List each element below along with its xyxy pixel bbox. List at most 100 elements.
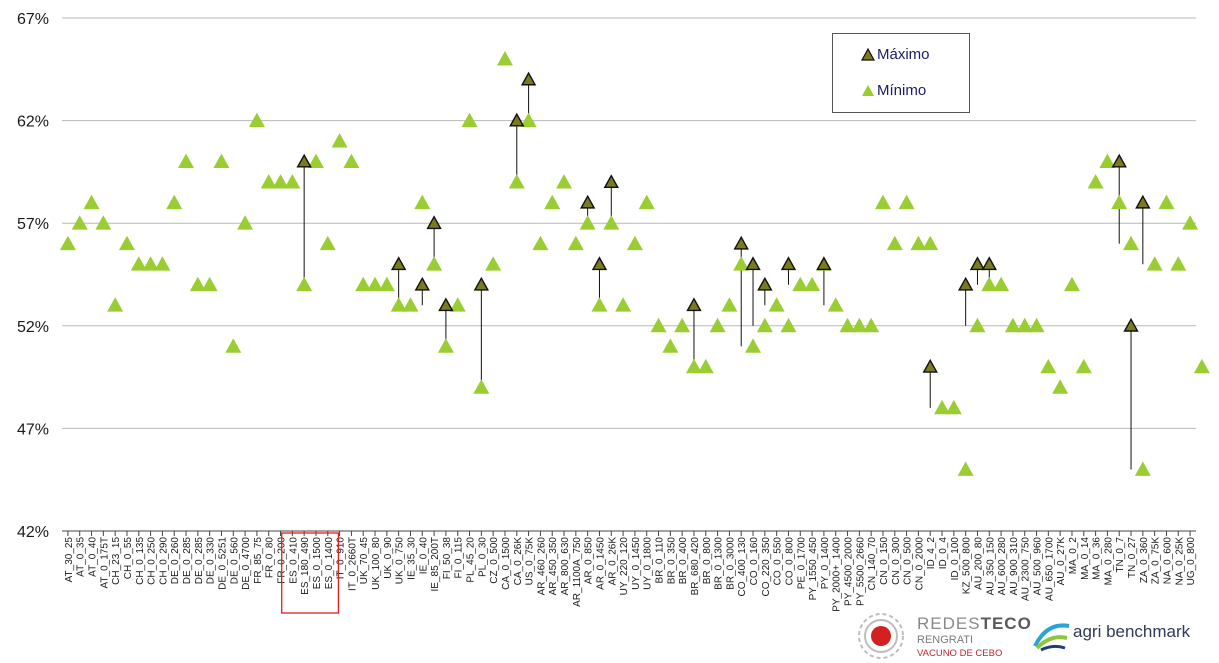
x-tick-label: AU_900_310 [1009, 537, 1020, 596]
x-tick-label: AU_2300_750 [1021, 537, 1032, 601]
marker-minimo [59, 235, 76, 251]
x-tick-label: CN_0_2000 [914, 537, 925, 591]
x-tick-label: AU_500_960 [1033, 537, 1044, 596]
x-tick-label: IE_85_200T [430, 537, 441, 592]
marker-minimo [225, 338, 242, 353]
x-tick-label: ES_0_410 [288, 537, 299, 584]
marker-minimo [461, 112, 478, 127]
x-tick-label: MA_0_36 [1092, 537, 1103, 580]
marker-minimo [319, 235, 336, 251]
x-tick-label: UK_0_90 [383, 537, 394, 579]
x-axis: AT_30_25 AT_0_35 AT_0_40 AT_0_175T CH_23_15 C… [64, 531, 1197, 612]
x-tick-label: AR_800_630 [560, 537, 571, 596]
marker-minimo [910, 235, 927, 251]
marker-maximo [591, 256, 608, 271]
marker-minimo [733, 256, 750, 271]
marker-minimo [934, 399, 951, 415]
x-tick-label: AT_0_175T [99, 537, 110, 589]
x-tick-label: FI_50_38 [442, 537, 453, 580]
x-tick-label: PY_1550_450 [808, 537, 819, 601]
x-tick-label: BR_0_400 [678, 537, 689, 585]
marker-minimo [1134, 461, 1151, 476]
marker-maximo [780, 256, 797, 271]
x-tick-label: DE_0_285 [194, 537, 205, 585]
x-tick-label: AT_30_25 [64, 537, 75, 583]
marker-minimo [449, 297, 466, 312]
marker-minimo [402, 297, 419, 312]
marker-minimo [296, 276, 313, 292]
legend-label-minimo: Mínimo [877, 82, 927, 99]
marker-minimo [756, 317, 773, 333]
marker-maximo [816, 256, 832, 271]
agri-benchmark-wordmark: agri benchmark [1073, 622, 1191, 641]
marker-minimo [662, 338, 679, 353]
marker-minimo [178, 153, 195, 169]
marker-maximo [473, 276, 490, 291]
marker-minimo [863, 317, 880, 333]
series-minimo [59, 51, 1210, 476]
marker-minimo [1099, 153, 1116, 169]
x-tick-label: DE_0_4700 [241, 537, 252, 590]
marker-minimo [1111, 194, 1128, 210]
marker-minimo [248, 112, 265, 127]
marker-minimo [1146, 256, 1163, 271]
marker-maximo [1135, 194, 1151, 209]
marker-minimo [969, 317, 986, 333]
marker-maximo [969, 256, 986, 271]
marker-minimo [674, 317, 691, 333]
redesteco-wordmark: REDESTECO [917, 614, 1032, 633]
x-tick-label: UK_70_45 [359, 537, 370, 585]
x-tick-label: FR_85_75 [253, 537, 264, 584]
x-tick-label: AR_1100A_750 [572, 537, 583, 607]
footer-logos: REDESTECO RENGRATI VACUNO DE CEBO agri b… [855, 610, 1215, 662]
gridlines [62, 17, 1196, 429]
x-tick-label: CO_220_350 [761, 537, 772, 597]
x-tick-label: CH_0_250 [147, 537, 158, 585]
x-tick-label: UY_0_1800 [643, 537, 654, 590]
marker-minimo [780, 317, 797, 333]
x-tick-label: ID_0_100 [950, 537, 961, 581]
x-tick-label: PY_5500_2660 [855, 537, 866, 606]
x-tick-label: CH_23_15 [111, 537, 122, 585]
y-tick-label: 57% [17, 216, 49, 233]
x-tick-label: AU_600_280 [997, 537, 1008, 596]
x-tick-label: UY_0_1450 [631, 537, 642, 590]
marker-minimo [166, 194, 183, 210]
marker-minimo [154, 256, 171, 271]
marker-minimo [260, 174, 277, 189]
marker-minimo [685, 358, 702, 374]
x-tick-label: CN_140_70 [867, 537, 878, 591]
x-tick-label: IT_0_2660T [347, 537, 358, 591]
y-tick-label: 42% [17, 524, 49, 541]
marker-minimo [378, 276, 395, 292]
x-tick-label: BR_0_3000 [725, 537, 736, 590]
marker-maximo [957, 276, 974, 291]
marker-maximo [520, 71, 537, 86]
x-tick-label: AU_200_80 [973, 537, 984, 590]
marker-minimo [1075, 358, 1092, 374]
marker-maximo [922, 358, 938, 373]
x-tick-label: AR_0_26K [607, 537, 618, 586]
marker-maximo [745, 256, 761, 271]
marker-maximo [733, 235, 749, 250]
marker-minimo [130, 256, 147, 271]
marker-minimo [579, 215, 596, 230]
x-tick-label: NA_0_600 [1162, 537, 1173, 585]
marker-minimo [437, 338, 454, 353]
x-tick-label: AR_450_350 [548, 537, 559, 596]
spain-highlight-box [281, 532, 340, 614]
marker-minimo [1052, 379, 1069, 394]
marker-minimo [189, 276, 206, 292]
x-tick-label: DE_0_260 [170, 537, 181, 585]
marker-maximo [686, 297, 702, 312]
agri-benchmark-logo-icon [1033, 623, 1070, 652]
marker-minimo [367, 276, 384, 292]
marker-minimo [284, 174, 301, 189]
marker-minimo [567, 235, 584, 251]
x-tick-label: IE_0_40 [418, 537, 429, 575]
y-tick-label: 62% [17, 114, 49, 131]
marker-minimo [768, 297, 785, 312]
x-tick-label: FR_0_80 [265, 537, 276, 579]
marker-minimo [508, 174, 525, 189]
